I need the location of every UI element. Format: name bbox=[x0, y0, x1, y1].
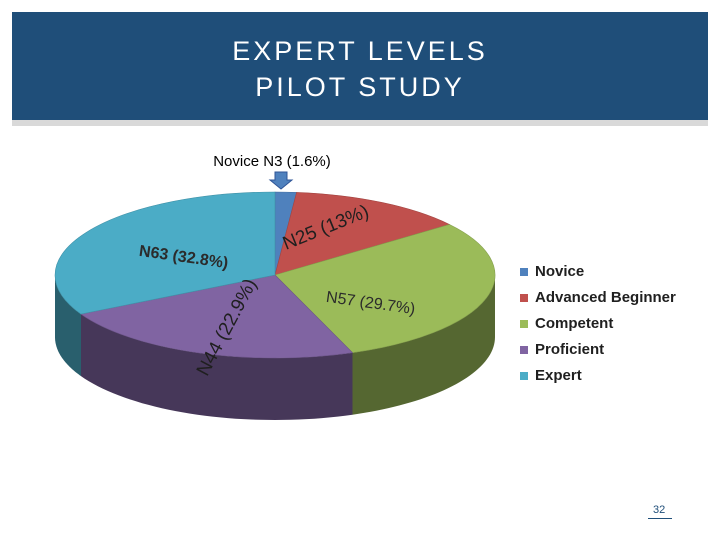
pie-slice-competent bbox=[274, 224, 496, 354]
legend-swatch-advanced-beginner bbox=[520, 294, 528, 302]
page-number-underline bbox=[648, 518, 672, 519]
header-divider bbox=[12, 120, 708, 126]
pie-slice-advanced-beginner bbox=[274, 192, 451, 276]
pie-side-expert bbox=[55, 275, 81, 377]
pie-slice-expert bbox=[54, 191, 276, 315]
novice-callout-arrow-icon bbox=[268, 171, 294, 190]
legend-swatch-proficient bbox=[520, 346, 528, 354]
pie-side-proficient bbox=[81, 314, 353, 420]
novice-callout-text: Novice N3 (1.6%) bbox=[213, 153, 331, 170]
legend-label-proficient: Proficient bbox=[535, 341, 604, 358]
legend-label-expert: Expert bbox=[535, 367, 582, 384]
pie-slice-proficient bbox=[80, 274, 354, 359]
slide-title-line-1: EXPERT LEVELS bbox=[232, 36, 488, 66]
legend-label-advanced-beginner: Advanced Beginner bbox=[535, 289, 676, 306]
page-number: 32 bbox=[653, 504, 666, 516]
slide-title-line-2: PILOT STUDY bbox=[255, 72, 465, 102]
legend-swatch-competent bbox=[520, 320, 528, 328]
pie-side-competent bbox=[352, 275, 495, 415]
legend-swatch-novice bbox=[520, 268, 528, 276]
legend-label-novice: Novice bbox=[535, 263, 584, 280]
legend-swatch-expert bbox=[520, 372, 528, 380]
title-banner: EXPERT LEVELS PILOT STUDY bbox=[12, 12, 708, 120]
legend-label-competent: Competent bbox=[535, 315, 613, 332]
